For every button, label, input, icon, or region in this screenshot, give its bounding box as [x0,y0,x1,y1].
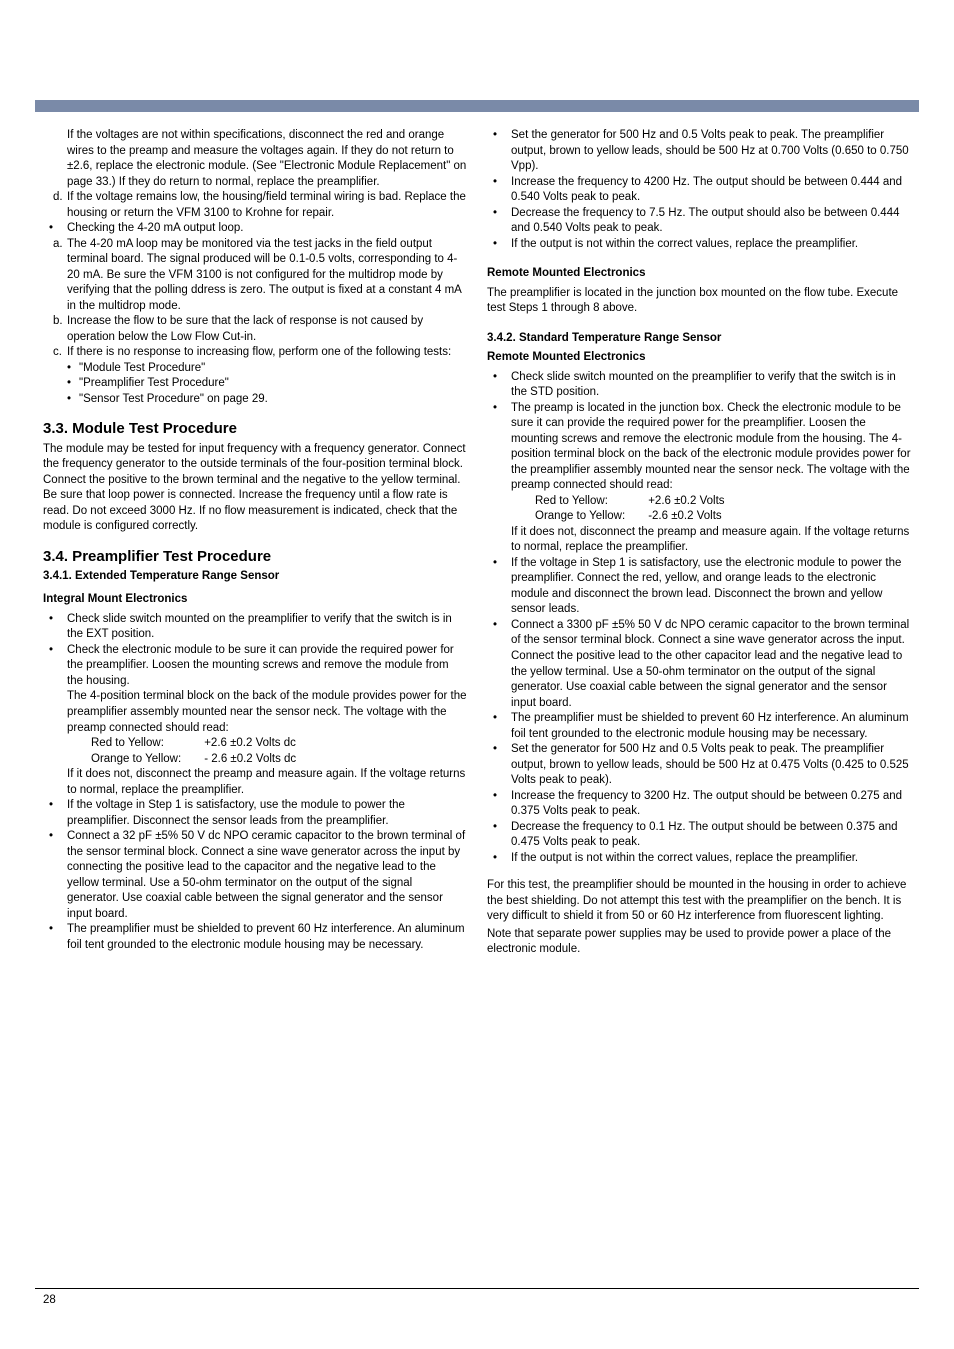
loop-c-sub1: "Module Test Procedure" [43,361,467,377]
heading-remote2: Remote Mounted Electronics [487,350,911,366]
header-bar [35,100,919,112]
voltage-row-red2: Red to Yellow: +2.6 ±0.2 Volts [511,494,911,510]
volt-red-label: Red to Yellow: [91,736,201,752]
volt-orange-label2: Orange to Yellow: [535,509,645,525]
para-3-3: The module may be tested for input frequ… [43,442,467,535]
volt-orange-val2: -2.6 ±0.2 Volts [648,510,721,522]
checking-loop-item: Checking the 4-20 mA output loop. [43,221,467,237]
item-d-text: If the voltage remains low, the housing/… [67,191,466,219]
remote-step1: Check slide switch mounted on the preamp… [487,370,911,401]
heading-3-4-2: 3.4.2. Standard Temperature Range Sensor [487,331,911,347]
remote-step9: If the output is not within the correct … [487,851,911,867]
remote-step4: Connect a 3300 pF ±5% 50 V dc NPO cerami… [487,618,911,711]
loop-a-text: The 4-20 mA loop may be monitored via th… [67,238,461,312]
remote-step2: The preamp is located in the junction bo… [487,401,911,556]
loop-b: b.Increase the flow to be sure that the … [43,314,467,345]
main-content: If the voltages are not within specifica… [43,128,911,960]
page-number: 28 [43,1293,56,1309]
remote-step8: Decrease the frequency to 0.1 Hz. The ou… [487,820,911,851]
integral-step2: Check the electronic module to be sure i… [43,643,467,798]
heading-remote: Remote Mounted Electronics [487,266,911,282]
footer-rule [35,1288,919,1289]
heading-3-3: 3.3. Module Test Procedure [43,419,467,439]
voltage-row-orange2: Orange to Yellow: -2.6 ±0.2 Volts [511,509,911,525]
integral-step3: If the voltage in Step 1 is satisfactory… [43,798,467,829]
remote-step2-text: The preamp is located in the junction bo… [511,402,911,492]
remote-step3: If the voltage in Step 1 is satisfactory… [487,556,911,618]
volt-orange-label: Orange to Yellow: [91,752,201,768]
integral-step2a: Check the electronic module to be sure i… [67,644,454,687]
voltage-row-orange: Orange to Yellow: - 2.6 ±0.2 Volts dc [67,752,467,768]
integral-step2b: The 4-position terminal block on the bac… [67,690,467,733]
volt-red-val2: +2.6 ±0.2 Volts [648,495,724,507]
integral-step4: Connect a 32 pF ±5% 50 V dc NPO ceramic … [43,829,467,922]
loop-b-text: Increase the flow to be sure that the la… [67,315,423,343]
right-column: Set the generator for 500 Hz and 0.5 Vol… [487,128,911,960]
loop-c-sub3: "Sensor Test Procedure" on page 29. [43,392,467,408]
loop-c-text: If there is no response to increasing fl… [67,346,451,358]
integral-step5: The preamplifier must be shielded to pre… [43,922,467,953]
para-remote: The preamplifier is located in the junct… [487,286,911,317]
volt-red-label2: Red to Yellow: [535,494,645,510]
right-b4: If the output is not within the correct … [487,237,911,253]
left-column: If the voltages are not within specifica… [43,128,467,960]
loop-c: c.If there is no response to increasing … [43,345,467,361]
integral-step2c: If it does not, disconnect the preamp an… [67,768,465,796]
remote-step5: The preamplifier must be shielded to pre… [487,711,911,742]
voltage-row-red: Red to Yellow: +2.6 ±0.2 Volts dc [67,736,467,752]
right-b1: Set the generator for 500 Hz and 0.5 Vol… [487,128,911,175]
right-b3: Decrease the frequency to 7.5 Hz. The ou… [487,206,911,237]
volt-red-val: +2.6 ±0.2 Volts dc [204,737,296,749]
integral-step1: Check slide switch mounted on the preamp… [43,612,467,643]
closing-para2: Note that separate power supplies may be… [487,927,911,958]
volt-orange-val: - 2.6 ±0.2 Volts dc [204,753,296,765]
continuation-text: If the voltages are not within specifica… [43,128,467,190]
right-b2: Increase the frequency to 4200 Hz. The o… [487,175,911,206]
remote-step6: Set the generator for 500 Hz and 0.5 Vol… [487,742,911,789]
remote-step2b: If it does not, disconnect the preamp an… [511,526,909,554]
loop-c-sub2: "Preamplifier Test Procedure" [43,376,467,392]
closing-para1: For this test, the preamplifier should b… [487,878,911,925]
item-d: d.If the voltage remains low, the housin… [43,190,467,221]
heading-3-4-1: 3.4.1. Extended Temperature Range Sensor [43,569,467,585]
heading-3-4: 3.4. Preamplifier Test Procedure [43,547,467,567]
loop-a: a.The 4-20 mA loop may be monitored via … [43,237,467,315]
remote-step7: Increase the frequency to 3200 Hz. The o… [487,789,911,820]
heading-integral: Integral Mount Electronics [43,592,467,608]
